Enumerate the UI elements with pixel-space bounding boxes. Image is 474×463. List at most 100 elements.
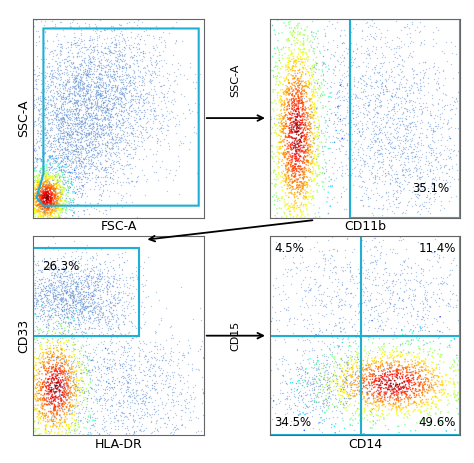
Point <box>27 457 35 463</box>
Point <box>436 353 444 360</box>
Point <box>26 158 33 165</box>
Point <box>348 16 356 23</box>
Point <box>116 48 124 55</box>
Point <box>376 392 384 399</box>
Point <box>48 208 55 215</box>
Point <box>27 191 35 198</box>
Point <box>325 402 333 409</box>
Point <box>33 188 40 196</box>
Point <box>116 46 123 53</box>
Point <box>266 400 273 407</box>
Point <box>282 200 289 207</box>
Point <box>300 174 308 181</box>
Point <box>89 125 96 133</box>
Point <box>301 124 309 131</box>
Point <box>420 316 428 324</box>
Point <box>131 416 138 424</box>
Point <box>336 137 343 144</box>
Point <box>111 271 118 278</box>
Point <box>96 91 103 98</box>
Point <box>97 192 104 199</box>
Point <box>221 312 228 319</box>
Point <box>118 94 125 102</box>
Point <box>374 114 381 121</box>
Point <box>76 81 84 88</box>
Point <box>283 231 290 238</box>
Point <box>81 294 88 301</box>
Point <box>146 365 153 373</box>
Point <box>87 357 95 364</box>
Point <box>128 177 136 184</box>
Point <box>66 307 73 314</box>
Point <box>428 384 436 392</box>
Point <box>399 166 406 174</box>
Point <box>192 413 200 420</box>
Point <box>71 134 78 141</box>
Point <box>90 129 97 136</box>
Point <box>297 153 305 160</box>
Point <box>272 183 279 190</box>
Point <box>47 434 55 441</box>
Point <box>26 221 33 229</box>
Point <box>76 87 84 94</box>
Point <box>75 75 83 82</box>
Point <box>320 59 328 67</box>
Point <box>73 282 81 290</box>
Point <box>361 343 369 350</box>
Point <box>143 377 151 385</box>
Point <box>42 258 50 265</box>
Point <box>78 193 85 200</box>
Point <box>64 177 72 185</box>
Point <box>391 385 398 393</box>
Point <box>313 393 321 400</box>
Point <box>263 381 271 388</box>
Point <box>59 205 67 212</box>
Point <box>33 206 41 213</box>
Point <box>62 132 69 140</box>
Point <box>74 410 82 417</box>
Point <box>335 318 343 325</box>
Point <box>73 362 80 369</box>
Point <box>466 388 474 396</box>
Point <box>126 76 134 84</box>
Point <box>109 164 117 172</box>
Point <box>65 183 73 190</box>
Point <box>82 304 90 312</box>
Point <box>124 175 131 182</box>
Point <box>122 440 129 448</box>
Point <box>359 236 366 244</box>
Point <box>401 356 409 363</box>
Point <box>51 367 58 374</box>
Point <box>50 261 57 268</box>
Point <box>391 370 398 378</box>
Point <box>77 347 85 355</box>
Point <box>118 191 125 199</box>
Point <box>309 157 317 165</box>
Point <box>37 180 45 187</box>
Point <box>50 305 58 313</box>
Point <box>76 363 83 371</box>
Point <box>45 283 52 290</box>
Point <box>100 123 107 131</box>
Point <box>125 339 132 347</box>
Point <box>282 112 289 119</box>
Point <box>59 134 66 141</box>
Point <box>426 421 433 429</box>
Point <box>456 398 463 406</box>
Point <box>406 369 414 376</box>
Point <box>63 81 70 88</box>
Point <box>315 182 323 189</box>
Point <box>47 184 55 192</box>
Point <box>72 105 80 112</box>
Point <box>300 113 307 120</box>
Point <box>119 397 127 404</box>
Point <box>415 175 422 182</box>
Point <box>136 142 143 149</box>
Point <box>362 382 370 389</box>
Point <box>142 124 150 131</box>
Point <box>68 249 76 256</box>
Point <box>321 156 328 163</box>
Point <box>12 313 19 320</box>
Point <box>466 358 474 365</box>
Point <box>287 108 295 116</box>
